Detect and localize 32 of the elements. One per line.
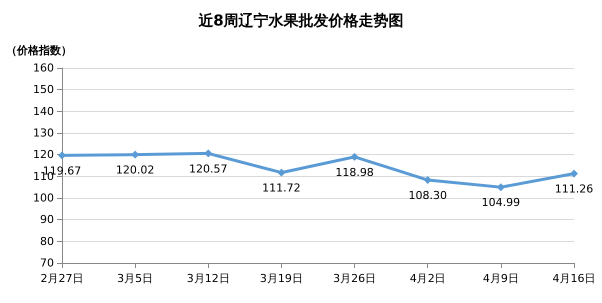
point bbox=[570, 170, 578, 178]
data-label: 118.98 bbox=[335, 166, 374, 179]
x-tick-label: 3月5日 bbox=[117, 272, 154, 285]
y-tick-label: 90 bbox=[40, 213, 54, 226]
y-tick-label: 150 bbox=[33, 83, 54, 96]
y-tick-label: 100 bbox=[33, 192, 54, 204]
point bbox=[496, 183, 505, 192]
x-tick-label: 3月26日 bbox=[333, 272, 376, 285]
y-axis-title: （价格指数） bbox=[6, 44, 72, 57]
y-tick-label: 140 bbox=[33, 104, 54, 118]
point bbox=[277, 168, 286, 177]
data-label: 108.30 bbox=[408, 189, 447, 202]
data-label: 120.02 bbox=[116, 164, 154, 177]
data-label: 111.72 bbox=[262, 182, 301, 195]
data-label: 104.99 bbox=[482, 196, 520, 210]
chart-title: 近8周辽宁水果批发价格走势图 bbox=[197, 12, 404, 30]
y-tick-label: 160 bbox=[33, 62, 54, 74]
y-tick-label: 120 bbox=[33, 148, 54, 162]
x-tick-label: 4月9日 bbox=[482, 272, 519, 285]
x-tick-label: 2月27日 bbox=[40, 272, 84, 285]
point bbox=[58, 151, 66, 160]
x-tick-label: 4月16日 bbox=[552, 272, 596, 285]
y-tick-label: 80 bbox=[40, 234, 54, 248]
data-label: 111.26 bbox=[554, 182, 594, 196]
point bbox=[424, 176, 432, 184]
y-tick-label: 130 bbox=[33, 126, 54, 140]
x-tick-label: 3月12日 bbox=[186, 272, 230, 285]
x-tick-label: 3月19日 bbox=[260, 272, 303, 285]
point bbox=[350, 152, 359, 161]
data-label: 120.57 bbox=[189, 162, 228, 176]
x-tick-label: 4月2日 bbox=[410, 272, 446, 285]
y-tick-label: 70 bbox=[40, 256, 54, 270]
